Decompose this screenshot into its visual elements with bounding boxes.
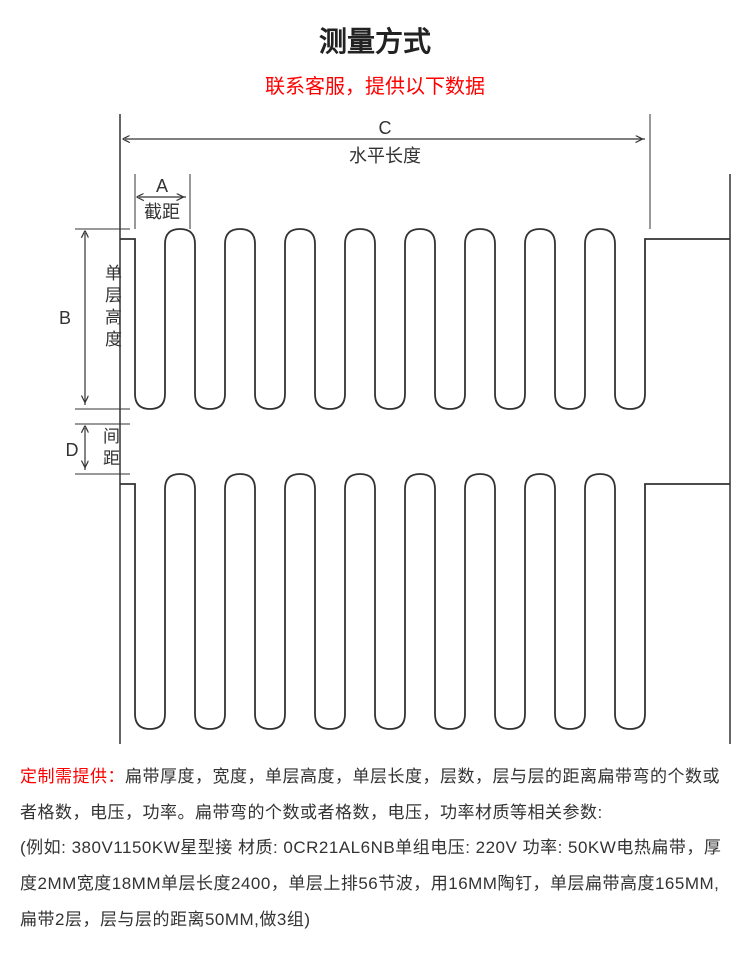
label-b-text-1: 单 <box>105 264 122 283</box>
label-c-text: 水平长度 <box>349 146 421 166</box>
spec-text: 扁带厚度，宽度，单层高度，单层长度，层数，层与层的距离扁带弯的个数或者格数，电压… <box>20 767 720 822</box>
description-block: 定制需提供：扁带厚度，宽度，单层高度，单层长度，层数，层与层的距离扁带弯的个数或… <box>10 744 740 937</box>
label-d: D <box>66 440 79 460</box>
page-title: 测量方式 <box>10 20 740 60</box>
label-c: C <box>379 118 392 138</box>
coil-top <box>120 229 730 409</box>
spec-label: 定制需提供： <box>20 767 125 786</box>
label-b-text-2: 层 <box>105 286 122 305</box>
example-text: (例如: 380V1150KW星型接 材质: 0CR21AL6NB单组电压: 2… <box>20 838 721 928</box>
label-d-text-2: 距 <box>103 449 120 468</box>
label-a: A <box>156 176 168 196</box>
measurement-diagram: C 水平长度 A 截距 B 单 层 高 度 D 间 距 <box>10 114 740 744</box>
label-d-text-1: 间 <box>103 427 120 446</box>
label-b-text-4: 度 <box>105 330 122 349</box>
coil-bottom <box>120 474 730 729</box>
label-a-text: 截距 <box>144 202 180 222</box>
label-b: B <box>59 308 71 328</box>
label-b-text-3: 高 <box>105 308 122 327</box>
page-subtitle: 联系客服，提供以下数据 <box>10 70 740 99</box>
